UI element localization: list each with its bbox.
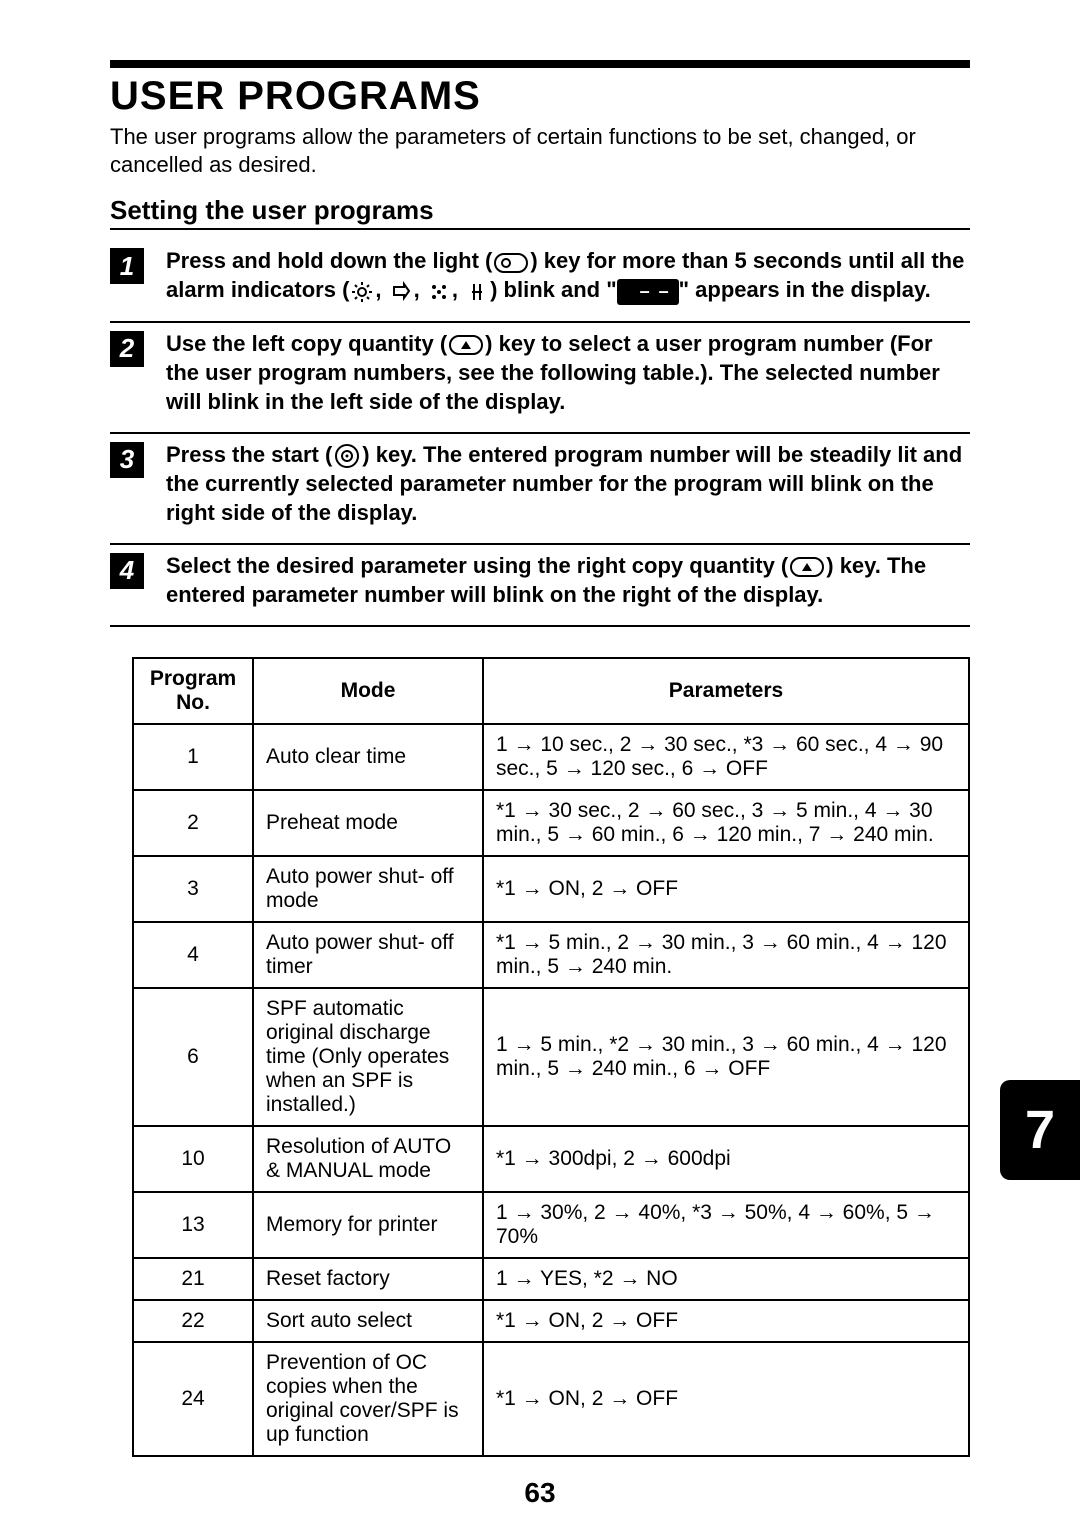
step: 2 Use the left copy quantity () key to se…	[110, 323, 970, 434]
cell-parameters: *1 → 300dpi, 2 → 600dpi	[483, 1126, 969, 1192]
alarm-sun-icon	[351, 281, 373, 303]
steps-list: 1 Press and hold down the light () key fo…	[110, 240, 970, 627]
cell-program-no: 22	[133, 1300, 253, 1342]
cell-mode: Auto clear time	[253, 724, 483, 790]
cell-program-no: 13	[133, 1192, 253, 1258]
alarm-jam-icon	[466, 281, 488, 303]
alarm-dots-icon	[428, 281, 450, 303]
cell-program-no: 2	[133, 790, 253, 856]
left-qty-key-icon	[449, 335, 483, 355]
cell-mode: Memory for printer	[253, 1192, 483, 1258]
table-row: 2Preheat mode*1 → 30 sec., 2 → 60 sec., …	[133, 790, 969, 856]
col-program-no: Program No.	[133, 658, 253, 724]
sub-heading: Setting the user programs	[110, 195, 970, 226]
main-heading: USER PROGRAMS	[110, 74, 970, 119]
table-body: 1Auto clear time1 → 10 sec., 2 → 30 sec.…	[133, 724, 969, 1456]
cell-program-no: 4	[133, 922, 253, 988]
cell-mode: SPF automatic original discharge time (O…	[253, 988, 483, 1126]
cell-mode: Reset factory	[253, 1258, 483, 1300]
start-key-icon	[334, 443, 360, 469]
cell-parameters: *1 → ON, 2 → OFF	[483, 856, 969, 922]
cell-parameters: 1 → 10 sec., 2 → 30 sec., *3 → 60 sec., …	[483, 724, 969, 790]
table-row: 13Memory for printer1 → 30%, 2 → 40%, *3…	[133, 1192, 969, 1258]
sub-rule	[110, 228, 970, 230]
display-indicator-icon	[617, 279, 679, 305]
cell-mode: Prevention of OC copies when the origina…	[253, 1342, 483, 1456]
cell-mode: Sort auto select	[253, 1300, 483, 1342]
table-row: 3Auto power shut- off mode*1 → ON, 2 → O…	[133, 856, 969, 922]
right-qty-key-icon	[790, 557, 824, 577]
cell-program-no: 21	[133, 1258, 253, 1300]
step-number-badge: 4	[110, 553, 144, 589]
table-row: 21Reset factory1 → YES, *2 → NO	[133, 1258, 969, 1300]
cell-parameters: 1 → 30%, 2 → 40%, *3 → 50%, 4 → 60%, 5 →…	[483, 1192, 969, 1258]
cell-program-no: 3	[133, 856, 253, 922]
top-rule	[110, 60, 970, 68]
light-key-icon	[494, 253, 528, 273]
intro-paragraph: The user programs allow the parameters o…	[110, 123, 970, 179]
table-row: 24Prevention of OC copies when the origi…	[133, 1342, 969, 1456]
table-row: 10Resolution of AUTO & MANUAL mode*1 → 3…	[133, 1126, 969, 1192]
step-text: Press and hold down the light () key for…	[166, 246, 970, 304]
step: 3 Press the start () key. The entered pro…	[110, 434, 970, 545]
col-parameters: Parameters	[483, 658, 969, 724]
cell-parameters: *1 → 5 min., 2 → 30 min., 3 → 60 min., 4…	[483, 922, 969, 988]
alarm-paper-icon	[390, 281, 412, 303]
step: 4 Select the desired parameter using the …	[110, 545, 970, 627]
cell-parameters: 1 → 5 min., *2 → 30 min., 3 → 60 min., 4…	[483, 988, 969, 1126]
table-row: 22Sort auto select*1 → ON, 2 → OFF	[133, 1300, 969, 1342]
cell-parameters: *1 → ON, 2 → OFF	[483, 1342, 969, 1456]
cell-program-no: 6	[133, 988, 253, 1126]
step-number-badge: 1	[110, 248, 144, 284]
table-row: 6SPF automatic original discharge time (…	[133, 988, 969, 1126]
cell-mode: Auto power shut- off timer	[253, 922, 483, 988]
cell-parameters: *1 → ON, 2 → OFF	[483, 1300, 969, 1342]
manual-page: USER PROGRAMS The user programs allow th…	[0, 0, 1080, 1497]
chapter-tab: 7	[1000, 1080, 1080, 1180]
step-number-badge: 3	[110, 442, 144, 478]
step-text: Press the start () key. The entered prog…	[166, 440, 970, 527]
cell-parameters: *1 → 30 sec., 2 → 60 sec., 3 → 5 min., 4…	[483, 790, 969, 856]
cell-parameters: 1 → YES, *2 → NO	[483, 1258, 969, 1300]
cell-program-no: 24	[133, 1342, 253, 1456]
step-number-badge: 2	[110, 331, 144, 367]
table-row: 1Auto clear time1 → 10 sec., 2 → 30 sec.…	[133, 724, 969, 790]
step-text: Select the desired parameter using the r…	[166, 551, 970, 609]
col-mode: Mode	[253, 658, 483, 724]
table-row: 4Auto power shut- off timer*1 → 5 min., …	[133, 922, 969, 988]
step-text: Use the left copy quantity () key to sel…	[166, 329, 970, 416]
cell-mode: Preheat mode	[253, 790, 483, 856]
cell-mode: Resolution of AUTO & MANUAL mode	[253, 1126, 483, 1192]
step: 1 Press and hold down the light () key fo…	[110, 240, 970, 322]
table-header-row: Program No. Mode Parameters	[133, 658, 969, 724]
cell-mode: Auto power shut- off mode	[253, 856, 483, 922]
cell-program-no: 1	[133, 724, 253, 790]
cell-program-no: 10	[133, 1126, 253, 1192]
program-table: Program No. Mode Parameters 1Auto clear …	[132, 657, 970, 1457]
page-number: 63	[0, 1477, 1080, 1509]
